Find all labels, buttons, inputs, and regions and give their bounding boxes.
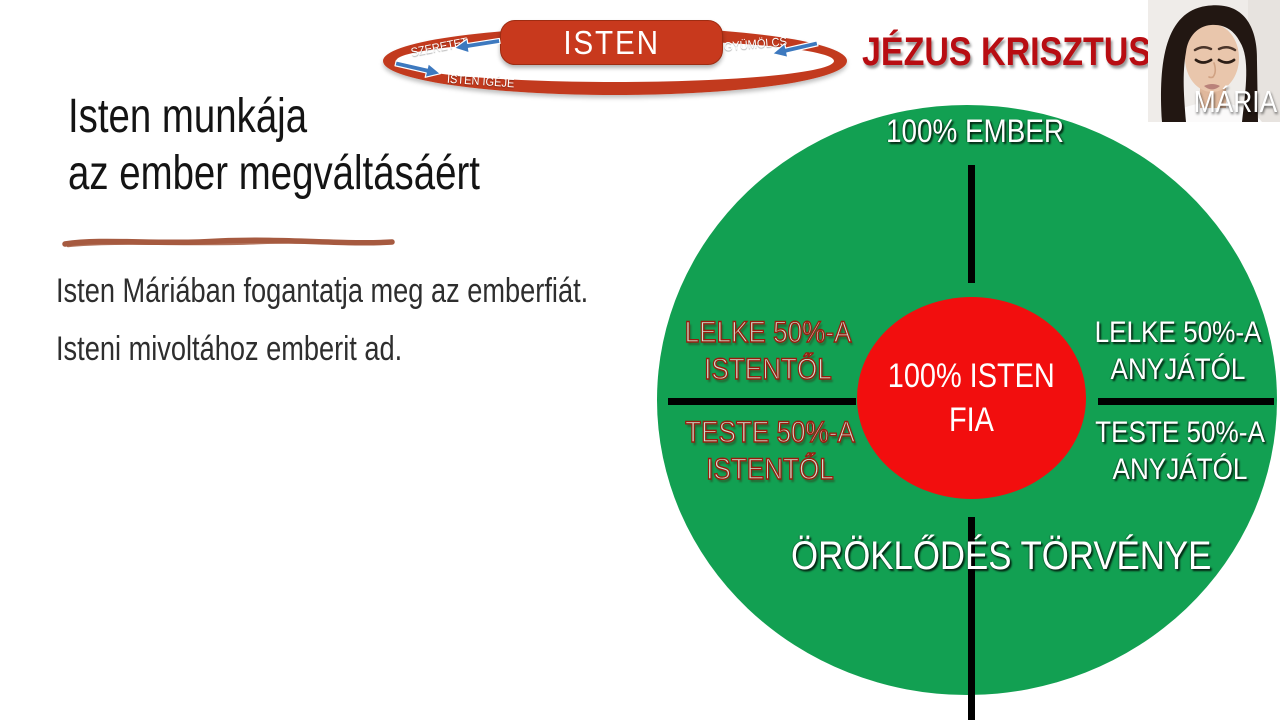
woman-portrait-image bbox=[1148, 0, 1280, 122]
label-teste-anyjatol-line1: TESTE 50%-A bbox=[1095, 416, 1265, 449]
label-lelke-anyjatol-line1: LELKE 50%-A bbox=[1094, 316, 1262, 349]
arrow-left-icon bbox=[771, 40, 819, 58]
page-title-line1: Isten munkája bbox=[68, 90, 308, 143]
maria-photo: MÁRIA bbox=[1148, 0, 1280, 122]
jezus-krisztus-label: JÉZUS KRISZTUS bbox=[862, 30, 1152, 74]
label-lelke-istentol-line2: ISTENTŐL bbox=[704, 352, 833, 386]
center-label-line2: FIA bbox=[949, 401, 994, 439]
label-lelke-istentol: LELKE 50%-A ISTENTŐL bbox=[681, 314, 855, 388]
center-label-line1: 100% ISTEN bbox=[887, 357, 1056, 395]
isten-label: ISTEN bbox=[563, 23, 660, 61]
divider-left-horizontal bbox=[668, 398, 856, 405]
maria-label: MÁRIA bbox=[1193, 84, 1277, 119]
body-text-line2: Isteni mivoltához emberit ad. bbox=[56, 330, 403, 368]
label-teste-istentol: TESTE 50%-A ISTENTŐL bbox=[683, 414, 857, 488]
label-oroklodes-torvenye: ÖRÖKLŐDÉS TÖRVÉNYE bbox=[791, 534, 1212, 578]
isten-box: ISTEN bbox=[500, 20, 723, 65]
arrow-left-icon bbox=[453, 37, 501, 54]
label-lelke-anyjatol-line2: ANYJÁTÓL bbox=[1110, 353, 1246, 386]
label-lelke-istentol-line1: LELKE 50%-A bbox=[684, 315, 852, 349]
label-100-ember: 100% EMBER bbox=[886, 113, 1064, 149]
label-teste-istentol-line2: ISTENTŐL bbox=[706, 452, 835, 486]
body-text-line1: Isten Máriában fogantatja meg az emberfi… bbox=[56, 272, 589, 310]
title-underline-stroke bbox=[62, 237, 395, 248]
divider-bottom-vertical bbox=[968, 517, 975, 720]
label-teste-istentol-line1: TESTE 50%-A bbox=[685, 415, 856, 449]
label-teste-anyjatol: TESTE 50%-A ANYJÁTÓL bbox=[1093, 414, 1267, 488]
label-lelke-anyjatol: LELKE 50%-A ANYJÁTÓL bbox=[1091, 314, 1265, 388]
page-title: Isten munkája az ember megváltásáért bbox=[68, 88, 480, 202]
divider-right-horizontal bbox=[1098, 398, 1274, 405]
center-circle: 100% ISTEN FIA bbox=[857, 297, 1086, 499]
label-teste-anyjatol-line2: ANYJÁTÓL bbox=[1112, 453, 1248, 486]
arrow-right-icon bbox=[394, 60, 442, 78]
page-title-line2: az ember megváltásáért bbox=[68, 147, 480, 200]
divider-top-vertical bbox=[968, 165, 975, 283]
body-text: Isten Máriában fogantatja meg az emberfi… bbox=[56, 262, 588, 378]
